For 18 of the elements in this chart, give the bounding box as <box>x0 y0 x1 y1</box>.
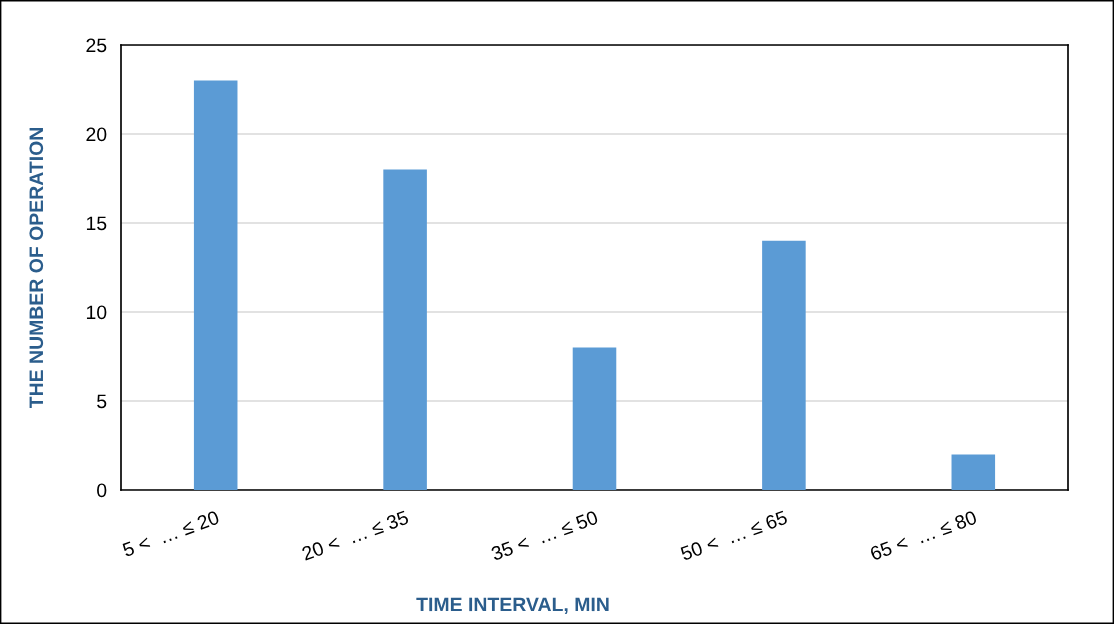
x-axis-title: TIME INTERVAL, MIN <box>416 597 609 615</box>
x-tick-label: 50 < … ≤ 65 <box>679 510 789 561</box>
bar <box>762 240 806 490</box>
bar <box>951 454 996 490</box>
x-tick-label: 5 < … ≤ 20 <box>121 510 220 558</box>
y-tick-label: 25 <box>86 38 107 53</box>
y-tick-label: 10 <box>86 305 107 320</box>
bar <box>572 347 617 490</box>
y-axis-title: THE NUMBER OF OPERATION <box>29 128 44 409</box>
y-tick-label: 15 <box>86 216 107 231</box>
y-tick-label: 5 <box>97 394 107 409</box>
x-tick-label: 35 < … ≤ 50 <box>490 510 599 561</box>
bar <box>193 80 238 490</box>
bar <box>383 169 427 490</box>
y-tick-label: 0 <box>97 483 107 498</box>
x-tick-label: 20 < … ≤ 35 <box>301 510 410 561</box>
y-tick-label: 20 <box>86 127 107 142</box>
x-tick-label: 65 < … ≤ 80 <box>869 510 978 561</box>
